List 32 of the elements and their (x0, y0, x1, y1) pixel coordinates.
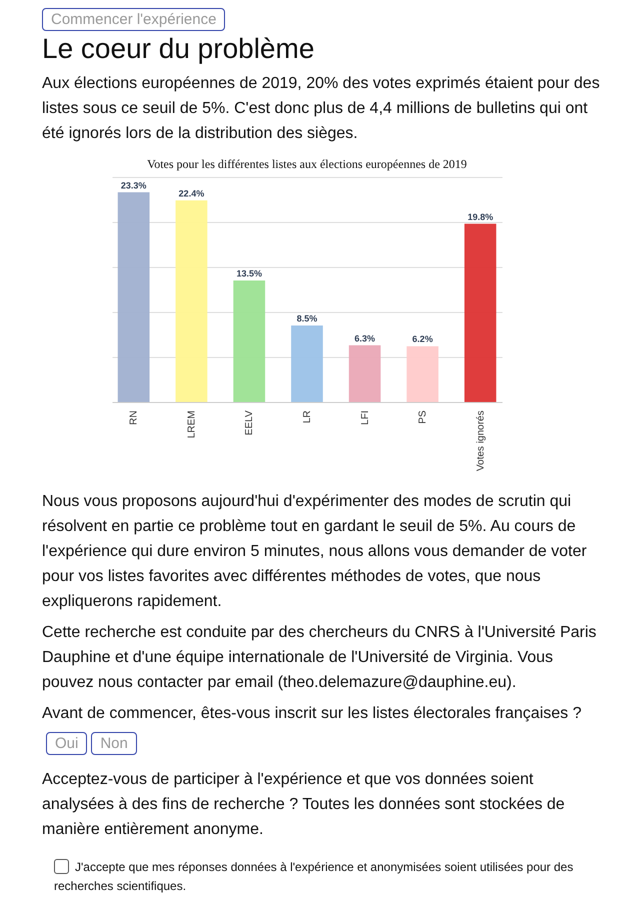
chart-title: Votes pour les différentes listes aux élections européennes de 2019 (147, 157, 467, 171)
bar (118, 192, 150, 402)
data-label: 23.3% (120, 180, 146, 190)
x-tick-label: RN (128, 410, 140, 425)
text: Avant de commencer, êtes-vous inscrit sur les listes électorales françaises ? (42, 704, 582, 724)
data-label: 6.2% (412, 334, 433, 344)
text: Cette recherche est conduite par des chercheurs du CNRS à l'Université Paris Dauphine et d'une équipe internationale de l'Université de Virginia. Vous pouvez nous contacter par email (theo.delemazure@dauphine.eu). (42, 623, 598, 693)
text: Le coeur du problème (42, 33, 316, 65)
x-tick-label: LR (302, 410, 313, 424)
bar (464, 224, 496, 402)
no-button: Non (91, 732, 137, 755)
data-label: 22.4% (178, 188, 204, 198)
yes-button: Oui (46, 732, 88, 755)
start-button: Commencer l'expérience (42, 8, 226, 31)
text: Nous vous proposons aujourd'hui d'expérimenter des modes de scrutin qui résolvent en partie ce problème tout en gardant le seuil de 5%. Au cours de l'expérience qui dure environ 5 minutes, nous allons vous demander de voter pour vos listes favorites avec différentes méthodes de votes, que nous expliquerons rapidement. (42, 492, 588, 612)
text: Acceptez-vous de participer à l'expérience et que vos données soient analysées à des fins de recherche ? Toutes les données sont stockées de manière entièrement anonyme. (42, 770, 566, 840)
bar (176, 200, 208, 402)
x-tick-label: PS (418, 410, 429, 424)
x-tick-label: LREM (186, 410, 198, 438)
data-label: 8.5% (296, 314, 318, 324)
x-tick-label: EELV (244, 410, 256, 436)
data-label: 6.3% (354, 333, 376, 344)
x-tick-label: Votes ignorés (475, 410, 486, 472)
text: Aux élections européennes de 2019, 20% des votes exprimés étaient pour des listes sous ce seuil de 5%. C'est donc plus de 4,4 millions de bulletins qui ont été ignorés lors de la distribution des sièges. (42, 74, 601, 144)
text: J'accepte que mes réponses données à l'expérience et anonymisées soient utilisées pour des recherches scientifiques. (53, 859, 574, 895)
bar (406, 346, 438, 402)
bar (348, 345, 381, 402)
bar (233, 280, 266, 402)
bar (291, 326, 323, 402)
data-label: 19.8% (468, 212, 494, 222)
x-tick-label: LFI (360, 410, 371, 425)
data-label: 13.5% (236, 268, 262, 278)
